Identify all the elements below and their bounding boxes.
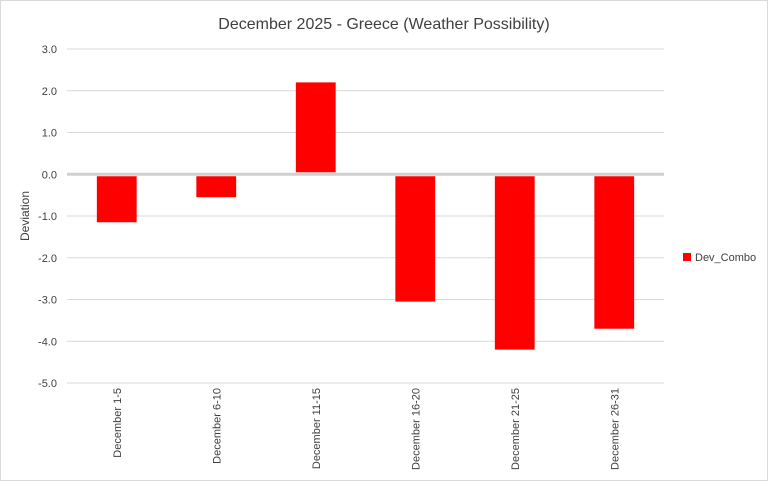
y-tick-label: -4.0 [38, 336, 57, 348]
y-tick-label: 2.0 [42, 86, 57, 98]
y-tick-label: -1.0 [38, 211, 57, 223]
bars [96, 82, 635, 350]
x-tick-labels: December 1-5 December 6-10 December 11-15 D… [112, 388, 622, 470]
y-tick-label: 1.0 [42, 128, 57, 140]
x-tick-label: December 6-10 [211, 388, 223, 464]
bar [494, 176, 535, 350]
y-tick-label: 0.0 [42, 169, 57, 181]
y-tick-label: -2.0 [38, 253, 57, 265]
x-tick-label: December 1-5 [112, 388, 124, 458]
y-axis-label: Deviation [18, 191, 32, 241]
bar [594, 176, 635, 329]
y-tick-label: 3.0 [42, 44, 57, 56]
legend-swatch [683, 253, 691, 261]
legend: Dev_Combo [683, 252, 756, 264]
y-tick-label: -3.0 [38, 295, 57, 307]
x-tick-label: December 26-31 [609, 388, 621, 470]
chart-title: December 2025 - Greece (Weather Possibil… [218, 16, 549, 33]
bar [196, 176, 237, 198]
bar [395, 176, 436, 302]
x-tick-label: December 21-25 [510, 388, 522, 470]
y-tick-label: -5.0 [38, 378, 57, 390]
bar [96, 176, 137, 223]
bar [295, 82, 336, 173]
x-tick-label: December 11-15 [311, 388, 323, 469]
grid-layer [67, 48, 664, 384]
x-tick-label: December 16-20 [410, 388, 422, 470]
y-tick-labels: 3.0 2.0 1.0 0.0 -1.0 -2.0 -3.0 -4.0 -5.0 [38, 44, 57, 390]
legend-label: Dev_Combo [695, 252, 756, 264]
